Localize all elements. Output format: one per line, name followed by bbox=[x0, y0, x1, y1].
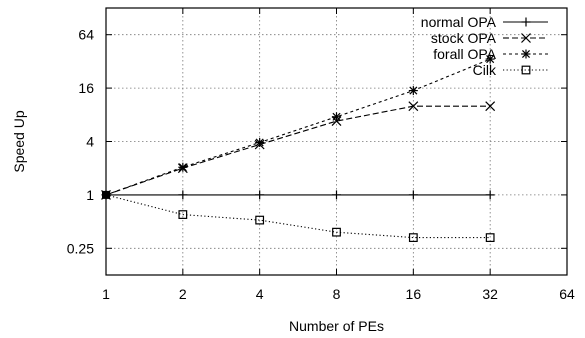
x-tick-label: 4 bbox=[256, 286, 264, 302]
y-axis-label: Speed Up bbox=[11, 110, 27, 172]
legend-label: forall OPA bbox=[433, 46, 496, 62]
x-tick-label: 2 bbox=[179, 286, 187, 302]
data-point bbox=[485, 190, 495, 200]
data-point bbox=[332, 112, 341, 122]
x-tick-label: 64 bbox=[559, 286, 575, 302]
series-line bbox=[105, 194, 491, 239]
data-point bbox=[178, 210, 188, 219]
legend-marker bbox=[521, 17, 531, 27]
data-point bbox=[102, 190, 110, 199]
grid-lines bbox=[106, 8, 567, 275]
x-tick-label: 8 bbox=[333, 286, 341, 302]
data-point bbox=[485, 101, 496, 112]
y-tick-label: 0.25 bbox=[67, 240, 94, 256]
data-point bbox=[485, 233, 495, 243]
legend-entry: forall OPA bbox=[433, 46, 548, 62]
y-tick-label: 64 bbox=[78, 27, 94, 43]
legend-marker bbox=[521, 49, 531, 59]
x-tick-label: 16 bbox=[406, 286, 422, 302]
x-tick-label: 1 bbox=[102, 286, 110, 302]
data-point bbox=[332, 190, 341, 200]
data-point bbox=[332, 227, 341, 237]
legend-marker bbox=[521, 65, 531, 75]
legend-label: normal OPA bbox=[421, 14, 497, 30]
y-tick-label: 4 bbox=[86, 134, 94, 150]
axis-ticks: 1 2 4 8 16 32 64 0.25 1 4 16 64 bbox=[67, 8, 575, 302]
data-point bbox=[178, 162, 188, 172]
data-point bbox=[255, 215, 265, 225]
y-tick-label: 1 bbox=[86, 187, 94, 203]
legend-entry: Cilk bbox=[473, 62, 548, 78]
x-axis-label: Number of PEs bbox=[289, 318, 384, 334]
data-point bbox=[408, 233, 418, 243]
data-point bbox=[178, 190, 188, 200]
data-point bbox=[408, 101, 419, 112]
legend-entry: stock OPA bbox=[431, 30, 548, 46]
data-point bbox=[485, 54, 495, 64]
series-2 bbox=[101, 54, 495, 200]
series-line bbox=[105, 58, 491, 196]
legend-marker bbox=[521, 33, 531, 43]
series-0 bbox=[101, 190, 495, 200]
series-3 bbox=[102, 190, 495, 243]
legend-label: Cilk bbox=[473, 62, 497, 78]
legend-label: stock OPA bbox=[431, 30, 497, 46]
y-tick-label: 16 bbox=[78, 80, 94, 96]
data-point bbox=[255, 190, 265, 200]
series-line bbox=[105, 105, 491, 196]
data-point bbox=[408, 190, 418, 200]
data-point bbox=[255, 137, 265, 147]
x-tick-label: 32 bbox=[482, 286, 498, 302]
series-1 bbox=[101, 101, 496, 200]
legend-entry: normal OPA bbox=[421, 14, 548, 30]
series-group bbox=[101, 54, 496, 243]
data-point bbox=[408, 86, 418, 96]
